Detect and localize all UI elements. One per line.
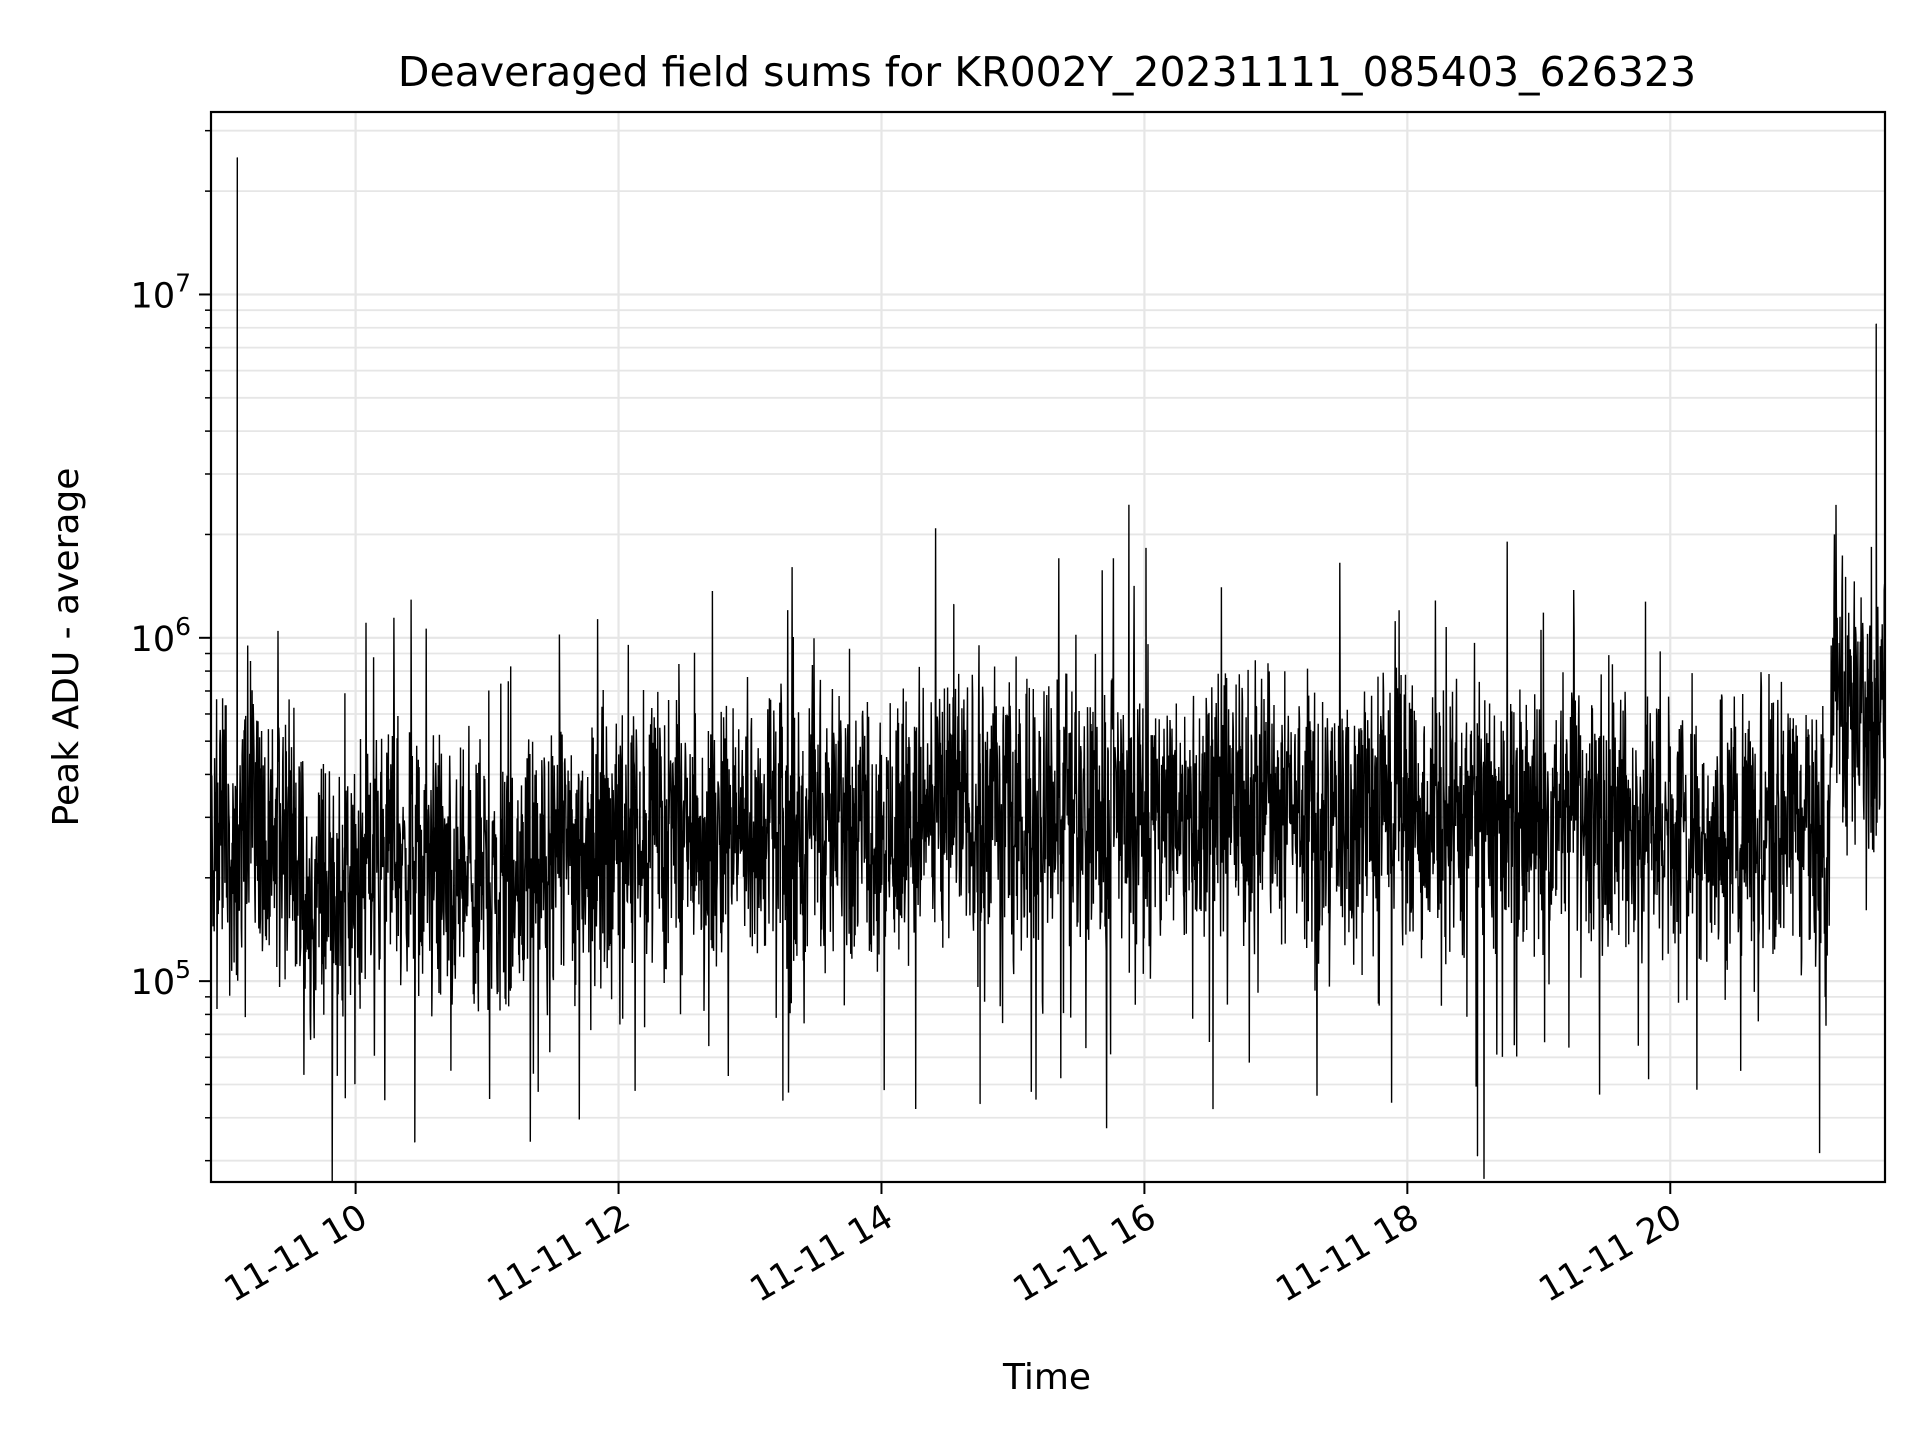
plot-area-frame [209,110,1887,1184]
data-point [236,157,238,159]
data-point [387,850,390,852]
data-point [267,869,269,872]
data-point [661,816,663,818]
data-point [486,869,488,872]
data-point [322,877,324,879]
data-point [953,603,955,606]
data-point [1801,816,1803,818]
data-point [453,884,455,887]
y-axis-label: Peak ADU - average [46,468,87,827]
data-point [223,807,225,809]
data-point [749,827,751,829]
data-point [1012,802,1014,804]
data-point [238,838,241,840]
data-point [1143,811,1146,814]
data-point [414,1141,416,1143]
data-point [782,1099,784,1101]
data-point [1855,713,1858,715]
data-point [979,1102,981,1105]
data-point [249,773,252,776]
data-point [837,816,839,818]
y-tick-label: 105 [131,955,191,1003]
data-point [1275,802,1277,804]
data-point [880,838,883,840]
y-axis: 105 106 107 [131,129,211,1162]
data-point [617,838,620,840]
data-point [1341,816,1343,818]
data-point [793,832,795,834]
data-point [552,856,554,858]
data-point [1834,690,1836,692]
data-point [1209,807,1211,809]
data-point [519,877,521,879]
data-point [289,802,291,804]
y-tick-label: 106 [131,612,191,660]
data-point [968,807,970,809]
x-axis-label: Time [1002,1357,1091,1398]
data-point [1844,576,1847,578]
data-point [306,941,309,943]
data-point [420,869,422,872]
data-point [344,901,346,903]
data-point [234,901,236,903]
data-point [1538,816,1540,818]
data-point [1476,1155,1479,1157]
data-point [1078,816,1080,818]
data-point [1866,726,1869,728]
data-point [1439,827,1441,829]
data-point [1406,811,1408,814]
data-point [1735,821,1737,823]
chart-title: Deaveraged field sums for KR002Y_2023111… [398,48,1696,96]
y-tick-label: 107 [131,268,191,316]
data-point [705,843,707,846]
data-point [1603,821,1606,823]
data-point [1875,323,1877,325]
data-point [924,802,926,804]
data-point [1827,832,1829,834]
data-point [365,862,368,865]
data-point [585,843,587,846]
data-point [1494,827,1496,829]
data-point [1669,827,1671,829]
